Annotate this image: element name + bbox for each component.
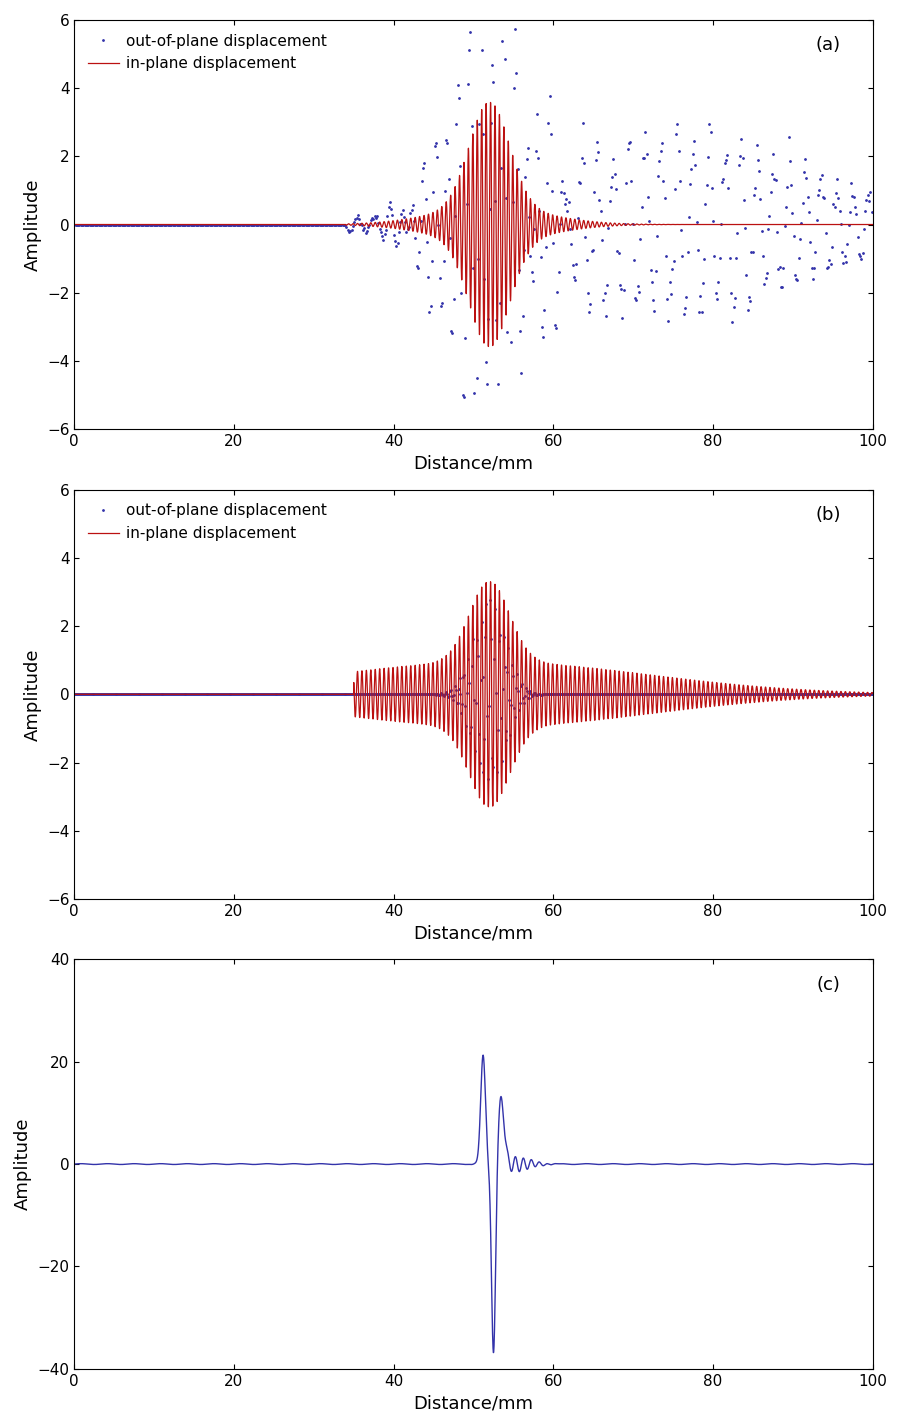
out-of-plane displacement bbox=[249, 686, 259, 703]
in-plane displacement bbox=[588, 217, 599, 234]
in-plane displacement bbox=[485, 573, 496, 590]
X-axis label: Distance/mm: Distance/mm bbox=[414, 455, 533, 472]
Line: out-of-plane displacement: out-of-plane displacement bbox=[73, 599, 874, 780]
in-plane displacement bbox=[868, 684, 878, 702]
in-plane displacement bbox=[374, 214, 385, 231]
out-of-plane displacement bbox=[606, 168, 617, 185]
Text: (c): (c) bbox=[817, 975, 841, 994]
Line: in-plane displacement: in-plane displacement bbox=[74, 582, 873, 807]
out-of-plane displacement bbox=[289, 686, 300, 703]
out-of-plane displacement bbox=[68, 686, 79, 703]
out-of-plane displacement bbox=[866, 204, 877, 221]
in-plane displacement bbox=[868, 215, 878, 232]
X-axis label: Distance/mm: Distance/mm bbox=[414, 1395, 533, 1412]
out-of-plane displacement bbox=[636, 686, 647, 703]
out-of-plane displacement bbox=[855, 248, 866, 265]
Legend: out-of-plane displacement, in-plane displacement: out-of-plane displacement, in-plane disp… bbox=[82, 498, 333, 548]
out-of-plane displacement bbox=[187, 215, 198, 232]
in-plane displacement bbox=[374, 663, 385, 680]
in-plane displacement bbox=[214, 686, 224, 703]
in-plane displacement bbox=[68, 686, 79, 703]
Y-axis label: Amplitude: Amplitude bbox=[14, 1118, 32, 1211]
Legend: out-of-plane displacement, in-plane displacement: out-of-plane displacement, in-plane disp… bbox=[82, 27, 333, 77]
Line: out-of-plane displacement: out-of-plane displacement bbox=[73, 16, 873, 446]
out-of-plane displacement bbox=[504, 436, 514, 453]
in-plane displacement bbox=[665, 703, 676, 720]
in-plane displacement bbox=[214, 215, 224, 232]
out-of-plane displacement bbox=[867, 686, 878, 703]
X-axis label: Distance/mm: Distance/mm bbox=[414, 924, 533, 943]
out-of-plane displacement bbox=[68, 215, 79, 232]
Y-axis label: Amplitude: Amplitude bbox=[23, 178, 41, 271]
out-of-plane displacement bbox=[483, 770, 494, 787]
out-of-plane displacement bbox=[359, 686, 370, 703]
in-plane displacement bbox=[548, 672, 559, 689]
in-plane displacement bbox=[588, 690, 599, 707]
in-plane displacement bbox=[548, 211, 559, 228]
Line: in-plane displacement: in-plane displacement bbox=[74, 103, 873, 347]
out-of-plane displacement bbox=[261, 686, 272, 703]
in-plane displacement bbox=[483, 799, 494, 816]
out-of-plane displacement bbox=[498, 9, 509, 26]
Text: (b): (b) bbox=[815, 506, 841, 523]
out-of-plane displacement bbox=[403, 220, 414, 237]
Text: (a): (a) bbox=[815, 36, 841, 54]
in-plane displacement bbox=[485, 94, 496, 111]
out-of-plane displacement bbox=[490, 311, 501, 328]
in-plane displacement bbox=[725, 215, 736, 232]
in-plane displacement bbox=[483, 338, 494, 355]
out-of-plane displacement bbox=[616, 686, 627, 703]
in-plane displacement bbox=[68, 215, 79, 232]
in-plane displacement bbox=[665, 217, 676, 234]
in-plane displacement bbox=[725, 683, 736, 700]
out-of-plane displacement bbox=[485, 592, 496, 609]
out-of-plane displacement bbox=[603, 220, 614, 237]
Y-axis label: Amplitude: Amplitude bbox=[23, 647, 41, 740]
